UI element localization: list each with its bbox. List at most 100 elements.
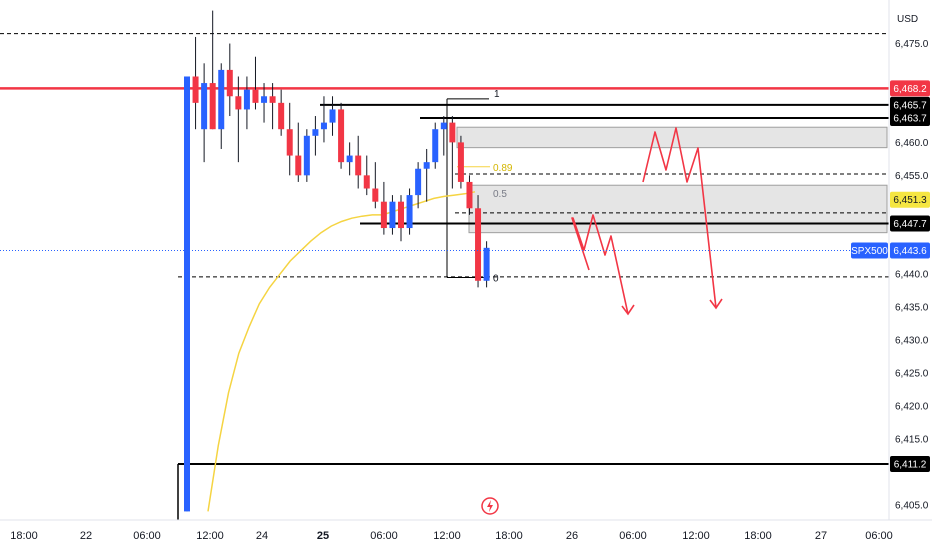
candle-body[interactable] xyxy=(449,122,456,143)
candle[interactable] xyxy=(192,36,199,130)
price-tag-text: 6,447.7 xyxy=(893,219,927,230)
fib-label: 0 xyxy=(493,273,499,284)
candle-body[interactable] xyxy=(432,129,439,163)
candle[interactable] xyxy=(398,195,404,242)
candle-body[interactable] xyxy=(423,162,430,169)
candle-body[interactable] xyxy=(243,89,250,110)
candle[interactable] xyxy=(209,10,216,130)
candle-body[interactable] xyxy=(303,135,310,176)
candle-body[interactable] xyxy=(329,109,336,123)
symbol-badge: SPX500 xyxy=(0,242,888,259)
candle-body[interactable] xyxy=(218,69,225,130)
candle-body[interactable] xyxy=(261,96,268,103)
price-tag-text: 6,465.7 xyxy=(893,100,927,111)
candle-body[interactable] xyxy=(380,201,387,229)
candle[interactable] xyxy=(432,122,439,169)
zones-layer xyxy=(456,126,888,234)
candle-body[interactable] xyxy=(398,201,404,229)
price-tag-bg xyxy=(890,191,930,208)
candle-body[interactable] xyxy=(209,83,216,130)
candle-body[interactable] xyxy=(475,208,482,281)
candle[interactable] xyxy=(483,241,490,288)
candle-body[interactable] xyxy=(201,83,208,130)
price-tag: 6,443.6 xyxy=(890,242,930,259)
candle[interactable] xyxy=(252,56,259,110)
candle[interactable] xyxy=(415,162,422,209)
candle[interactable] xyxy=(320,96,327,143)
candle-body[interactable] xyxy=(440,122,447,130)
candle-body[interactable] xyxy=(320,122,327,130)
candle-body[interactable] xyxy=(192,76,199,103)
flash-icon[interactable] xyxy=(481,497,499,515)
time-tick-label: 12:00 xyxy=(196,530,224,542)
candle[interactable] xyxy=(457,135,464,189)
candle[interactable] xyxy=(303,129,310,182)
price-tags-layer: 6,468.2 6,465.7 6,463.7 6,451.3 6,447.7 6,443… xyxy=(890,80,930,472)
candle[interactable] xyxy=(235,76,242,163)
candle[interactable] xyxy=(286,102,293,176)
candle[interactable] xyxy=(295,122,302,182)
time-tick-label: 18:00 xyxy=(744,530,772,542)
price-tag-text: 6,443.6 xyxy=(893,246,927,257)
candle-body[interactable] xyxy=(286,129,293,156)
candle[interactable] xyxy=(201,63,208,163)
candle[interactable] xyxy=(184,76,190,512)
candle-body[interactable] xyxy=(466,181,473,209)
symbol-badge-text: SPX500 xyxy=(851,246,888,257)
candle[interactable] xyxy=(261,83,268,123)
candle[interactable] xyxy=(440,116,447,156)
moving-average-layer xyxy=(207,191,476,512)
candle-body[interactable] xyxy=(252,89,259,103)
candle[interactable] xyxy=(269,83,276,130)
candle-body[interactable] xyxy=(312,129,319,136)
candle[interactable] xyxy=(466,175,473,215)
candle-body[interactable] xyxy=(269,96,276,103)
candle-body[interactable] xyxy=(415,168,422,196)
candle[interactable] xyxy=(475,195,482,288)
candle-body[interactable] xyxy=(372,188,379,202)
candle[interactable] xyxy=(423,148,430,202)
candle[interactable] xyxy=(338,102,345,169)
candle[interactable] xyxy=(243,76,250,130)
time-tick-label: 06:00 xyxy=(370,530,398,542)
candle-body[interactable] xyxy=(389,201,396,229)
price-axis[interactable]: 6,475.0 6,460.0 6,455.0 6,440.0 6,435.0 6,430… xyxy=(895,39,929,511)
price-tag-bg xyxy=(890,455,930,472)
candle-body[interactable] xyxy=(406,195,413,229)
candle[interactable] xyxy=(449,116,456,189)
supply-zone xyxy=(468,184,888,234)
candle-body[interactable] xyxy=(346,155,353,163)
candle-body[interactable] xyxy=(363,175,370,189)
price-tick-label: 6,405.0 xyxy=(895,500,929,511)
candle[interactable] xyxy=(329,96,336,136)
candle[interactable] xyxy=(278,89,285,136)
candle[interactable] xyxy=(372,162,379,209)
candle[interactable] xyxy=(312,116,319,156)
candle[interactable] xyxy=(226,43,233,117)
candles-layer[interactable] xyxy=(184,10,490,512)
price-tag-text: 6,411.2 xyxy=(894,459,927,470)
candle-body[interactable] xyxy=(235,96,242,110)
time-tick-label: 18:00 xyxy=(10,530,38,542)
candle[interactable] xyxy=(380,181,387,235)
candle-body[interactable] xyxy=(226,69,233,97)
price-tick-label: 6,455.0 xyxy=(895,171,929,182)
candle-body[interactable] xyxy=(278,102,285,130)
candle[interactable] xyxy=(389,195,396,235)
time-axis[interactable]: 18:00 22 06:00 12:00 24 25 06:00 12:00 18:00 26 06… xyxy=(10,530,893,542)
candle-body[interactable] xyxy=(457,142,464,182)
candle-body[interactable] xyxy=(338,109,345,163)
projection-arrows-layer xyxy=(571,127,723,316)
candle-body[interactable] xyxy=(184,76,190,512)
candle[interactable] xyxy=(355,135,362,189)
candle-body[interactable] xyxy=(355,155,362,176)
candle[interactable] xyxy=(346,142,353,176)
candle-body[interactable] xyxy=(295,155,302,176)
candle[interactable] xyxy=(218,63,225,149)
price-tag: 6,468.2 xyxy=(890,80,930,97)
candle[interactable] xyxy=(406,188,413,235)
candle-body[interactable] xyxy=(483,247,490,281)
time-tick-label: 26 xyxy=(566,530,578,542)
candle[interactable] xyxy=(363,155,370,196)
